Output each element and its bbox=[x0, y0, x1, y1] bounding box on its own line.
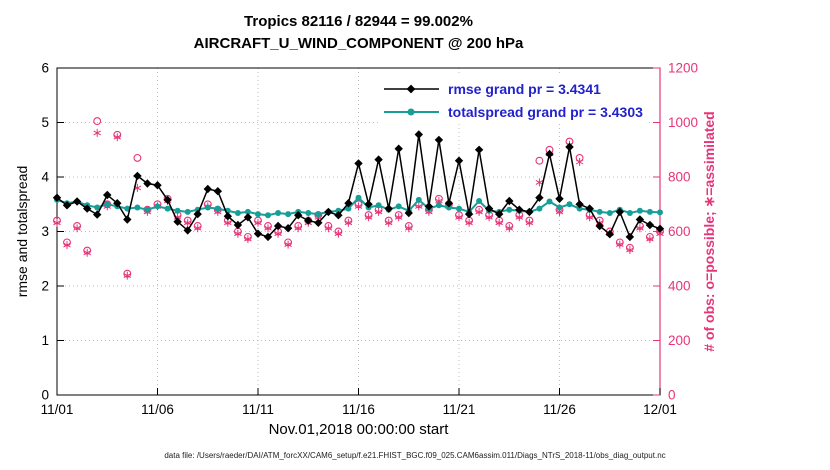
svg-text:5: 5 bbox=[41, 115, 49, 130]
legend-row-totalspread: totalspread grand pr = 3.4303 bbox=[384, 100, 643, 123]
svg-text:200: 200 bbox=[668, 333, 691, 348]
tick-marks bbox=[56, 67, 661, 396]
svg-text:1200: 1200 bbox=[668, 61, 698, 76]
left-tick-labels: 0 1 2 3 4 5 6 bbox=[41, 61, 49, 403]
right-tick-labels: 0 200 400 600 800 1000 1200 bbox=[668, 61, 698, 403]
svg-text:11/26: 11/26 bbox=[543, 402, 576, 417]
plot-title-line1: Tropics 82116 / 82944 = 99.002% bbox=[244, 13, 473, 30]
svg-text:3: 3 bbox=[41, 224, 49, 239]
svg-text:1: 1 bbox=[41, 333, 49, 348]
plot-title-line2: AIRCRAFT_U_WIND_COMPONENT @ 200 hPa bbox=[193, 35, 524, 52]
svg-text:11/21: 11/21 bbox=[443, 402, 476, 417]
legend: rmse grand pr = 3.4341 totalspread grand… bbox=[378, 76, 649, 124]
obs-assimilated-markers bbox=[53, 128, 664, 280]
legend-label-totalspread: totalspread grand pr = 3.4303 bbox=[448, 103, 643, 120]
svg-text:11/01: 11/01 bbox=[41, 402, 74, 417]
right-axis-label: # of obs: o=possible; ∗=assimilated bbox=[701, 111, 717, 352]
legend-row-rmse: rmse grand pr = 3.4341 bbox=[384, 77, 643, 100]
svg-text:11/16: 11/16 bbox=[342, 402, 375, 417]
svg-text:2: 2 bbox=[41, 279, 49, 294]
svg-text:600: 600 bbox=[668, 224, 691, 239]
datafile-path: data file: /Users/raeder/DAI/ATM_forcXX/… bbox=[164, 451, 666, 460]
svg-text:11/11: 11/11 bbox=[242, 402, 274, 417]
svg-text:0: 0 bbox=[41, 388, 49, 403]
svg-text:1000: 1000 bbox=[668, 115, 698, 130]
svg-text:12/01: 12/01 bbox=[643, 402, 677, 417]
left-axis-label: rmse and totalspread bbox=[14, 165, 30, 298]
svg-text:4: 4 bbox=[41, 170, 49, 185]
svg-text:400: 400 bbox=[668, 279, 691, 294]
legend-label-rmse: rmse grand pr = 3.4341 bbox=[448, 80, 601, 97]
svg-text:800: 800 bbox=[668, 170, 691, 185]
svg-text:0: 0 bbox=[668, 388, 676, 403]
totalspread-line-sample-icon bbox=[384, 108, 439, 115]
svg-text:6: 6 bbox=[41, 61, 49, 76]
totalspread-series bbox=[54, 194, 663, 219]
x-tick-labels: 11/01 11/06 11/11 11/16 11/21 11/26 12/01 bbox=[41, 402, 677, 417]
rmse-series bbox=[52, 130, 665, 242]
rmse-line-sample-icon bbox=[384, 84, 439, 93]
svg-text:11/06: 11/06 bbox=[141, 402, 174, 417]
x-axis-label: Nov.01,2018 00:00:00 start bbox=[268, 421, 449, 438]
